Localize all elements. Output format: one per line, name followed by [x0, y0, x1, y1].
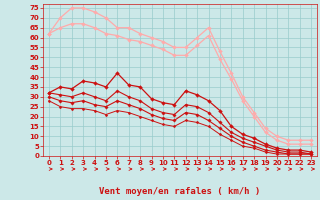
Text: Vent moyen/en rafales ( km/h ): Vent moyen/en rafales ( km/h ) [100, 187, 260, 196]
